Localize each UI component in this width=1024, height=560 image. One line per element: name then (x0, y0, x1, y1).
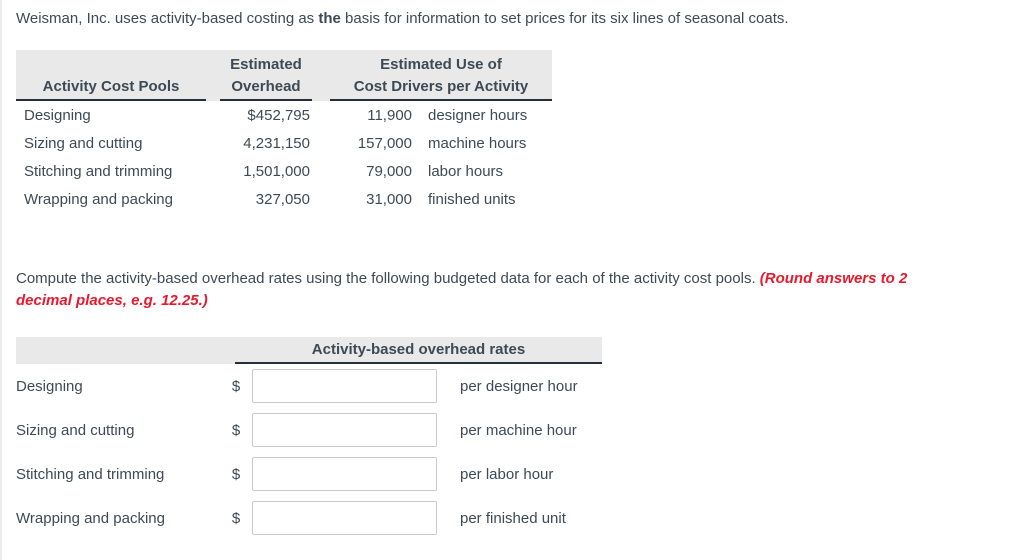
problem-statement-emphasis: the (318, 10, 341, 27)
pool-name-cell: Stitching and trimming (24, 162, 173, 180)
cell-gap (412, 129, 428, 157)
driver-unit-cell: machine hours (428, 134, 527, 152)
driver-qty-cell: 11,900 (367, 106, 412, 124)
rate-row-sizing-and-cutting: Sizing and cutting $ per machine hour (16, 413, 602, 447)
cell-gap (412, 185, 428, 213)
rate-unit-label: per machine hour (460, 421, 577, 439)
pool-name-cell: Designing (24, 106, 91, 124)
cost-drivers-label-line2: Cost Drivers per Activity (353, 78, 529, 95)
rate-input-wrapping-and-packing[interactable] (252, 501, 437, 535)
problem-statement-part2: basis for information to set prices for … (340, 10, 789, 27)
estimated-overhead-label-line2: Overhead (231, 78, 301, 95)
currency-symbol: $ (231, 509, 241, 527)
instruction-text: Compute the activity-based overhead rate… (16, 268, 1008, 312)
rates-header-spacer (16, 337, 235, 364)
currency-symbol: $ (231, 421, 241, 439)
overhead-value-cell: $452,795 (247, 106, 310, 124)
rounding-note-line1: (Round answers to 2 (759, 270, 908, 287)
overhead-value-cell: 4,231,150 (243, 134, 310, 152)
pool-name-label: Stitching and trimming (16, 465, 165, 483)
cell-gap (312, 185, 330, 213)
driver-qty-cell: 157,000 (357, 134, 412, 152)
rounding-note: (Round answers to 2 decimal places, e.g. … (16, 270, 907, 309)
rate-unit-label: per labor hour (460, 465, 554, 483)
rate-unit-label: per finished unit (460, 509, 566, 527)
cell-gap (206, 129, 220, 157)
driver-qty-cell: 31,000 (366, 190, 412, 208)
cell-gap (206, 101, 220, 129)
driver-qty-cell: 79,000 (366, 162, 412, 180)
cell-gap (312, 157, 330, 185)
column-header-activity-cost-pools: Activity Cost Pools (16, 50, 206, 101)
rate-unit-label: per designer hour (460, 377, 578, 395)
pool-name-label: Sizing and cutting (16, 421, 135, 439)
rates-table: Activity-based overhead rates Designing … (16, 337, 602, 535)
rate-input-designing[interactable] (252, 369, 437, 403)
cell-gap (412, 101, 428, 129)
currency-symbol: $ (231, 465, 241, 483)
rate-row-designing: Designing $ per designer hour (16, 369, 602, 403)
pool-name-cell: Wrapping and packing (24, 190, 173, 208)
rate-row-stitching-and-trimming: Stitching and trimming $ per labor hour (16, 457, 602, 491)
driver-unit-cell: labor hours (428, 162, 504, 180)
column-header-activity-cost-pools-label: Activity Cost Pools (42, 78, 180, 95)
driver-unit-cell: finished units (428, 190, 516, 208)
currency-symbol: $ (231, 377, 241, 395)
rounding-note-line2: decimal places, e.g. 12.25.) (16, 292, 208, 309)
rate-row-wrapping-and-packing: Wrapping and packing $ per finished unit (16, 501, 602, 535)
cell-gap (206, 185, 220, 213)
pool-name-label: Designing (16, 377, 83, 395)
overhead-value-cell: 1,501,000 (243, 162, 310, 180)
cell-gap (206, 157, 220, 185)
problem-statement: Weisman, Inc. uses activity-based costin… (16, 8, 1008, 29)
overhead-value-cell: 327,050 (255, 190, 310, 208)
problem-page: Weisman, Inc. uses activity-based costin… (2, 0, 1024, 535)
rate-input-sizing-and-cutting[interactable] (252, 413, 437, 447)
cost-drivers-label-line1: Estimated Use of (380, 56, 502, 73)
pool-name-label: Wrapping and packing (16, 509, 165, 527)
estimated-overhead-label-line1: Estimated (230, 56, 302, 73)
column-header-cost-drivers: Estimated Use of Cost Drivers per Activi… (330, 50, 552, 101)
column-header-estimated-overhead: Estimated Overhead (220, 50, 312, 101)
rates-table-header: Activity-based overhead rates (16, 337, 602, 364)
header-gap-1 (206, 50, 220, 101)
problem-statement-part1: Weisman, Inc. uses activity-based costin… (16, 10, 319, 27)
rate-input-stitching-and-trimming[interactable] (252, 457, 437, 491)
cell-gap (312, 101, 330, 129)
rates-header-title: Activity-based overhead rates (235, 337, 602, 364)
cost-pools-table: Activity Cost Pools Estimated Overhead E… (16, 50, 552, 213)
header-gap-2 (312, 50, 330, 101)
cell-gap (412, 157, 428, 185)
pool-name-cell: Sizing and cutting (24, 134, 143, 152)
driver-unit-cell: designer hours (428, 106, 528, 124)
instruction-main-text: Compute the activity-based overhead rate… (16, 270, 756, 287)
cell-gap (312, 129, 330, 157)
